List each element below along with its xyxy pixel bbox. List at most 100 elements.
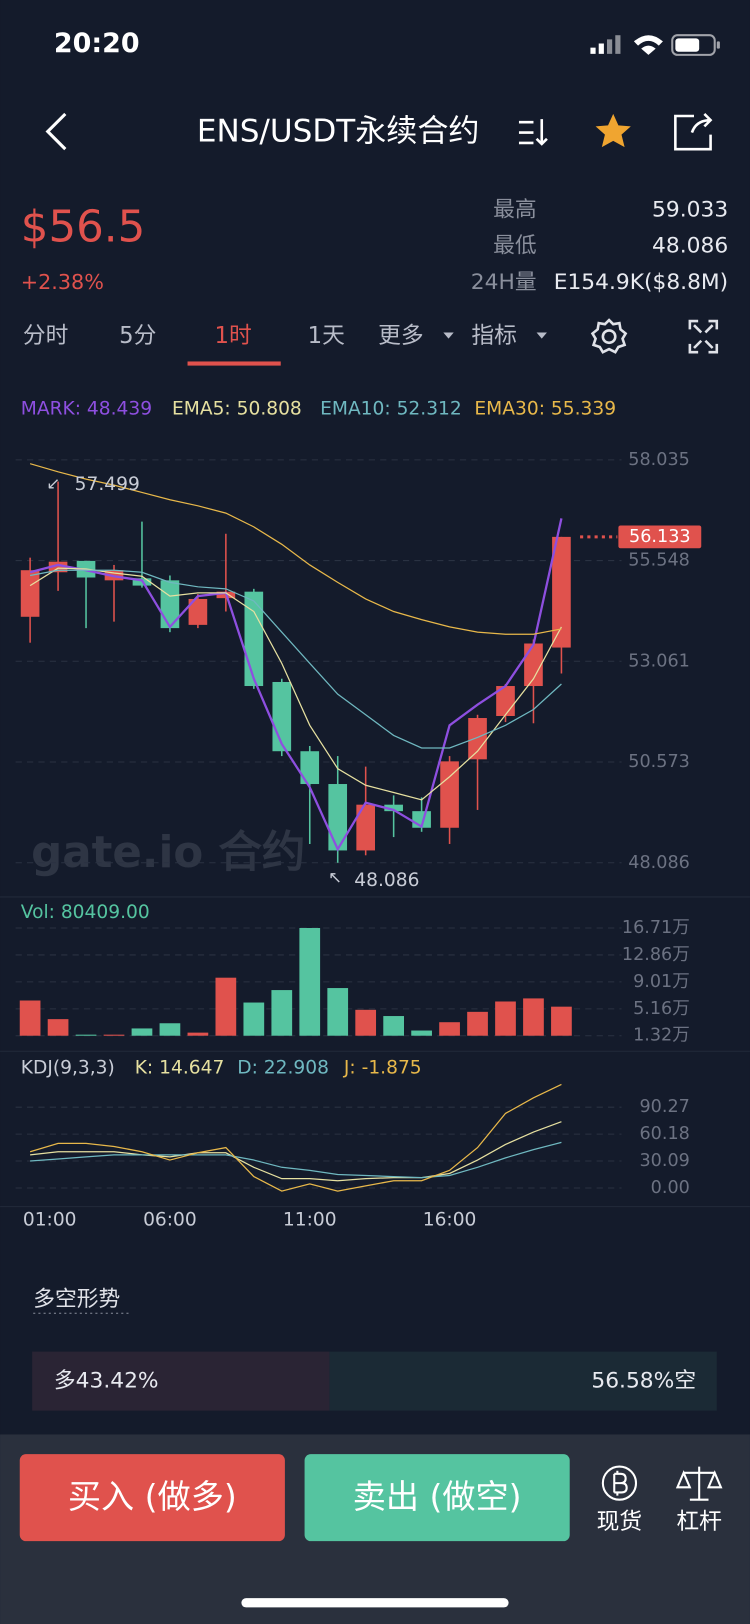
y-tick-label: 53.061 (628, 651, 690, 671)
y-tick-label: 16.71万 (622, 918, 690, 938)
price-change: +2.38% (21, 270, 104, 294)
x-tick-label: 06:00 (143, 1210, 197, 1231)
y-tick-label: 9.01万 (633, 972, 690, 992)
x-tick-label: 16:00 (423, 1210, 477, 1231)
candle-body (440, 761, 459, 828)
volume-bar (47, 1019, 69, 1036)
share-button[interactable] (674, 113, 713, 151)
series-line (29, 463, 562, 635)
tab[interactable]: 更多 (378, 323, 424, 349)
long-label: 多43.42% (54, 1369, 159, 1394)
stat-label: 最低 (493, 234, 537, 259)
volume-bar (467, 1011, 488, 1036)
tab[interactable]: 1天 (308, 323, 345, 349)
candle-body (468, 718, 487, 760)
candle-body (48, 561, 68, 573)
long-share (32, 1351, 330, 1411)
spot-label[interactable]: 现货 (597, 1509, 643, 1535)
legend-entry: D: 22.908 (237, 1057, 329, 1078)
margin-label[interactable]: 杠杆 (676, 1509, 722, 1535)
legend-entry: MARK: 48.439 (21, 399, 152, 420)
volume-bar (243, 1002, 265, 1036)
volume-bar (187, 1032, 209, 1036)
high-marker: ↙ (46, 474, 60, 493)
spot-icon[interactable] (601, 1465, 638, 1501)
candle-body (188, 598, 208, 625)
short-share (329, 1351, 717, 1411)
stat-value: 48.086 (652, 234, 728, 259)
candle-body (272, 681, 292, 752)
legend-entry: J: -1.875 (343, 1057, 422, 1078)
high-annotation: 57.499 (75, 474, 140, 495)
volume-bar (355, 1009, 377, 1036)
volume-bar (19, 1000, 41, 1036)
tab-underline (187, 361, 281, 366)
candle-body (300, 751, 320, 785)
favorite-star[interactable] (595, 113, 631, 148)
x-tick-label: 01:00 (23, 1210, 77, 1231)
volume-bar (271, 990, 293, 1036)
fullscreen-icon[interactable] (688, 319, 719, 354)
candle-body (356, 804, 375, 851)
last-price-tag (618, 525, 702, 549)
y-tick-label: 58.035 (628, 450, 690, 470)
buy-label: 买入 (做多) (68, 1477, 237, 1516)
tabs: 分时 5分 1时 1天 更多 指标 (23, 323, 517, 366)
y-tick-label: 55.548 (628, 551, 690, 571)
volume-bar (215, 977, 237, 1036)
low-annotation: 48.086 (354, 870, 419, 891)
last-price: $56.5 (21, 202, 146, 252)
tab[interactable]: 1时 (214, 323, 251, 349)
page-title[interactable]: ENS/USDT永续合约 (197, 114, 480, 150)
margin-icon[interactable] (675, 1466, 723, 1501)
tab[interactable]: 指标 (471, 323, 517, 349)
series-line (29, 518, 563, 852)
y-tick-label: 30.09 (639, 1151, 689, 1171)
volume-bar (327, 988, 349, 1036)
volume-bar (159, 1023, 181, 1036)
y-tick-label: 5.16万 (633, 999, 690, 1019)
legend-entry: EMA5: 50.808 (172, 399, 302, 420)
x-tick-label: 11:00 (283, 1210, 337, 1231)
candle-body (244, 591, 264, 687)
volume-bar (383, 1016, 404, 1036)
volume-bar (523, 998, 544, 1036)
dropdown-arrow (536, 332, 547, 339)
sentiment-title: 多空形势 (33, 1287, 120, 1312)
legend-entry: EMA30: 55.339 (474, 399, 616, 420)
tab[interactable]: 5分 (119, 323, 156, 349)
switch-icon[interactable] (518, 119, 548, 146)
candle-body (552, 536, 571, 648)
status-icons (590, 34, 720, 56)
volume-bar (411, 1030, 432, 1036)
volume-bar (103, 1034, 125, 1036)
candle-body (20, 570, 40, 617)
volume-bar (131, 1028, 153, 1036)
short-label: 56.58%空 (591, 1369, 696, 1394)
sell-button[interactable] (304, 1454, 570, 1542)
y-tick-label: 0.00 (651, 1178, 690, 1198)
home-indicator (241, 1598, 509, 1608)
charts: 58.035 55.548 53.061 50.573 48.086 MARK: 48.4… (15, 399, 702, 1231)
chart-title: Vol: 80409.00 (21, 902, 150, 923)
series-line (29, 1083, 562, 1192)
status-time: 20:20 (54, 28, 140, 59)
dropdown-arrow (443, 332, 454, 339)
back-button[interactable] (45, 112, 67, 151)
candle-body (524, 643, 543, 687)
last-price-label: 56.133 (629, 527, 691, 547)
settings-icon[interactable] (590, 318, 628, 354)
series-line (30, 1141, 562, 1179)
volume-bar (299, 928, 321, 1036)
buy-button[interactable] (19, 1454, 285, 1542)
volume-bar (439, 1022, 460, 1036)
volume-bar (551, 1006, 572, 1036)
tab[interactable]: 分时 (23, 323, 69, 349)
y-tick-label: 50.573 (628, 752, 690, 772)
stat-label: 24H量 (471, 270, 537, 295)
y-tick-label: 60.18 (639, 1124, 689, 1144)
stats: 最高 59.033 最低 48.086 24H量 E154.9K($8.8M) (471, 197, 728, 294)
y-tick-label: 48.086 (628, 853, 690, 873)
